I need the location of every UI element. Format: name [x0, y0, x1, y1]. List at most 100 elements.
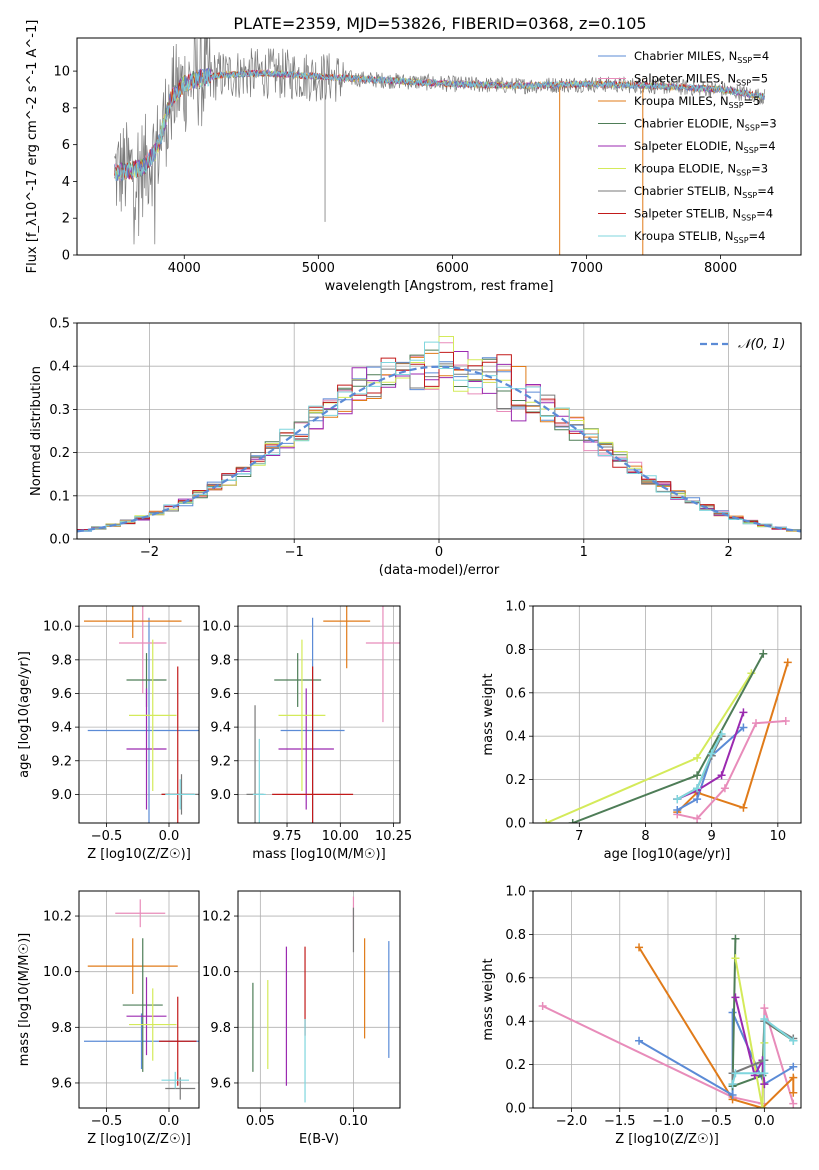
legend-subscript: SSP	[734, 236, 749, 245]
mass-weight-marker	[739, 723, 748, 732]
x-tick-label: 7000	[570, 261, 603, 276]
axes-frame	[532, 890, 802, 1109]
legend-entry: 𝒩(0, 1)	[738, 337, 785, 352]
y-tick-label: 0.4	[49, 360, 70, 375]
model-spectrum-line	[114, 69, 765, 181]
y-axis-label: mass weight	[481, 673, 496, 755]
axes-background	[79, 606, 199, 823]
y-tick-label: 0.0	[505, 817, 526, 832]
y-tick-label: 9.4	[51, 721, 72, 736]
legend-subscript: SSP	[737, 56, 752, 65]
y-tick-label: 0.2	[505, 773, 526, 788]
mass-weight-marker	[760, 1015, 769, 1024]
legend-entry-rest: =4	[756, 207, 773, 221]
mass-weight-marker	[673, 795, 682, 804]
y-tick-label: 0.0	[505, 1102, 526, 1117]
mass-weight-marker	[783, 658, 792, 667]
mass-weight-marker	[731, 934, 740, 943]
axes-background	[79, 891, 199, 1108]
legend-subscript: SSP	[736, 169, 751, 178]
x-tick-label: 8000	[704, 261, 737, 276]
y-tick-label: 0.2	[505, 1058, 526, 1073]
legend-entry: Chabrier MILES, NSSP=4	[634, 49, 769, 65]
x-tick-label: 0.0	[754, 1114, 775, 1129]
x-tick-label: −1	[285, 545, 304, 560]
axes-mass_vs_ebv: 0.05 0.10 9.6 9.8 10.0 10.2 E(B-V)	[202, 890, 401, 1147]
y-tick-label: 9.4	[210, 721, 231, 736]
mass-weight-marker	[739, 803, 748, 812]
y-tick-label: 0.6	[505, 971, 526, 986]
plot-area	[77, 336, 801, 534]
y-axis-label: mass [log10(M/M☉)]	[17, 933, 32, 1066]
axes-background	[238, 891, 400, 1108]
mass-weight-line	[676, 733, 723, 800]
y-tick-label: 0.1	[49, 489, 70, 504]
mass-weight-marker	[693, 771, 702, 780]
x-tick-label: 0.10	[339, 1114, 368, 1129]
x-tick-label: −2	[140, 545, 159, 560]
y-tick-label: 0.3	[49, 403, 70, 418]
mass-weight-marker	[781, 717, 790, 726]
histogram-step-line	[77, 341, 801, 533]
mass-weight-marker	[728, 1080, 737, 1089]
x-tick-label: −0.5	[700, 1114, 732, 1129]
x-tick-label: 10.25	[375, 829, 412, 844]
mass-weight-line	[676, 662, 789, 813]
x-axis-label: mass [log10(M/M☉)]	[252, 847, 385, 862]
x-tick-label: −0.5	[91, 1114, 123, 1129]
mass-weight-marker	[693, 784, 702, 793]
mass-weight-marker	[538, 1002, 547, 1011]
x-tick-label: 6000	[436, 261, 469, 276]
axes-background	[533, 606, 801, 823]
mass-weight-marker	[728, 1008, 737, 1017]
legend-subscript: SSP	[729, 101, 744, 110]
x-tick-label: 0.0	[159, 829, 180, 844]
legend-subscript: SSP	[744, 146, 759, 155]
y-tick-label: 1.0	[505, 600, 526, 615]
x-tick-label: 10	[770, 829, 787, 844]
legend-subscript: SSP	[741, 214, 756, 223]
mass-weight-marker	[635, 1036, 644, 1045]
x-tick-label: 0.0	[159, 1114, 180, 1129]
y-tick-label: 0.2	[49, 446, 70, 461]
y-tick-label: 9.0	[51, 788, 72, 803]
x-tick-label: 10.00	[322, 829, 359, 844]
mass-weight-marker	[693, 814, 702, 823]
axes-frame	[78, 890, 200, 1109]
axes-mass_vs_Z: −0.5 0.0 9.6 9.8 10.0 10.2 Z [log10(Z/Z☉)] mass…	[17, 890, 200, 1147]
y-tick-label: 9.6	[51, 1076, 72, 1091]
y-tick-label: 9.6	[210, 1076, 231, 1091]
y-tick-label: 9.2	[51, 754, 72, 769]
mass-weight-marker	[789, 1062, 798, 1071]
y-tick-label: 4	[62, 175, 70, 190]
mass-weight-marker	[673, 805, 682, 814]
plot-area	[252, 896, 390, 1103]
x-axis-label: Z [log10(Z/Z☉)]	[87, 847, 191, 862]
legend-entry-rest: =4	[752, 49, 769, 63]
x-tick-label: 9	[708, 829, 716, 844]
legend-entry: Salpeter STELIB, NSSP=4	[634, 207, 773, 223]
y-tick-label: 10.2	[43, 910, 72, 925]
axes-mass_weight_vs_age: 7 8 9 10 0.0 0.2 0.4 0.6 0.8 1.0 age [log10(age/yr…	[481, 600, 802, 862]
legend-entry-rest: =4	[759, 139, 776, 153]
mass-weight-marker	[760, 1069, 769, 1078]
legend-entry: Salpeter MILES, NSSP=5	[634, 72, 768, 88]
x-axis-label: Z [log10(Z/Z☉)]	[87, 1132, 191, 1147]
y-tick-label: 9.0	[210, 788, 231, 803]
legend-subscript: SSP	[736, 79, 751, 88]
x-axis-label: (data-model)/error	[379, 563, 500, 578]
y-tick-label: 10.0	[43, 965, 72, 980]
legend-subscript: SSP	[745, 124, 760, 133]
y-tick-label: 10.0	[202, 620, 231, 635]
axes-frame	[76, 322, 802, 540]
axes-spectrum: 4000 5000 6000 7000 8000 0 2 4 6 8 10 wavelength [A…	[25, 20, 802, 294]
legend-entry: Chabrier STELIB, NSSP=4	[634, 184, 774, 200]
y-tick-label: 10.2	[202, 910, 231, 925]
x-tick-label: 5000	[302, 261, 335, 276]
axes-frame	[237, 605, 401, 824]
y-axis-label: mass weight	[481, 958, 496, 1040]
y-tick-label: 9.8	[210, 1021, 231, 1036]
plot-area	[542, 649, 792, 823]
axes-frame	[78, 605, 200, 824]
